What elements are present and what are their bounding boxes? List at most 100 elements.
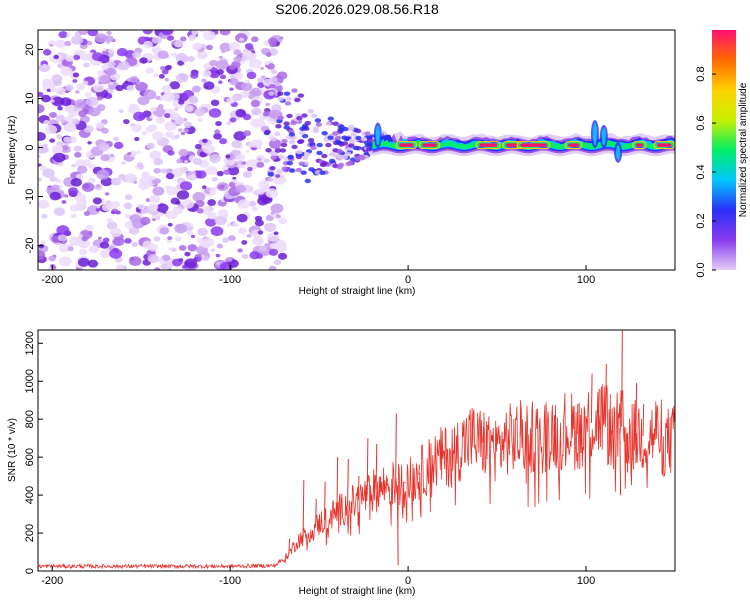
noise-cell (106, 221, 118, 230)
signal-bump-core (375, 125, 380, 146)
noise-cell (181, 265, 187, 269)
noise-cell (118, 61, 130, 71)
noise-cell (107, 61, 116, 68)
noise-cell (43, 143, 49, 148)
noise-cell (233, 131, 247, 141)
transition-cell (277, 115, 284, 121)
noise-cell (42, 168, 55, 178)
noise-cell (207, 199, 216, 206)
transition-cell (341, 141, 349, 146)
spectrogram-x-tick-label: -200 (41, 274, 63, 286)
signal-peak (479, 143, 498, 147)
noise-cell (81, 55, 89, 61)
transition-cell (301, 155, 309, 160)
noise-cell (121, 161, 126, 165)
noise-cell (233, 72, 244, 80)
noise-cell (69, 204, 80, 212)
noise-cell (183, 121, 192, 129)
noise-cell (247, 166, 253, 172)
noise-cell (106, 30, 112, 36)
noise-cell (268, 265, 277, 270)
noise-cell (165, 132, 172, 138)
noise-cell (102, 48, 107, 52)
transition-cell (300, 170, 307, 175)
noise-cell (242, 171, 253, 179)
snr-spike (576, 403, 579, 435)
noise-cell (257, 230, 264, 235)
transition-cell (301, 125, 309, 130)
transition-cell (296, 149, 303, 155)
noise-cell (49, 191, 61, 201)
noise-cell (95, 122, 105, 129)
noise-cell (38, 104, 45, 114)
noise-cell (157, 50, 169, 60)
noise-cell (102, 237, 110, 243)
transition-cell (273, 131, 281, 137)
noise-cell (38, 250, 46, 261)
noise-cell (268, 139, 282, 149)
snr-spike (366, 438, 369, 495)
noise-cell (88, 177, 96, 184)
noise-cell (229, 65, 236, 71)
noise-cell (251, 190, 256, 194)
noise-cell (57, 106, 63, 111)
noise-cell (153, 236, 161, 242)
transition-cell (327, 116, 334, 121)
snr-spike (642, 403, 645, 436)
noise-cell (176, 158, 183, 164)
transition-cell (267, 172, 275, 177)
spectrogram-x-axis-label: Height of straight line (km) (299, 286, 416, 297)
noise-cell (219, 74, 227, 80)
noise-cell (144, 175, 152, 181)
noise-cell (96, 95, 103, 101)
noise-cell (199, 30, 206, 33)
noise-cell (136, 150, 141, 155)
noise-cell (141, 131, 148, 136)
transition-cell (277, 96, 284, 102)
noise-cell (85, 96, 99, 107)
snr-y-tick-label: 800 (24, 410, 36, 428)
noise-cell (179, 154, 192, 164)
signal-peak-halo (395, 141, 418, 150)
noise-cell (245, 79, 251, 84)
noise-cell (195, 44, 202, 49)
noise-cell (72, 79, 78, 83)
noise-cell (226, 121, 232, 126)
spectrogram-x-ticks: -200 -100 0 100 (41, 265, 595, 286)
noise-cell (210, 99, 220, 107)
noise-cell (78, 110, 87, 118)
snr-spike (323, 481, 326, 521)
noise-cell (192, 157, 203, 166)
transition-cell (327, 135, 334, 140)
noise-cell (181, 199, 195, 209)
noise-cell (183, 128, 189, 133)
noise-cell (145, 126, 154, 133)
noise-cell (57, 63, 64, 69)
noise-cell (97, 69, 105, 76)
noise-cell (166, 35, 174, 41)
noise-cell (196, 208, 204, 214)
noise-cell (248, 58, 262, 69)
noise-cell (178, 167, 186, 173)
snr-y-tick-label: 0 (24, 568, 36, 574)
transition-cell (310, 113, 318, 119)
noise-cell (127, 152, 132, 156)
noise-cell (241, 51, 255, 61)
noise-cell (202, 30, 216, 41)
noise-cell (277, 252, 288, 260)
transition-cell (281, 138, 288, 144)
noise-cell (254, 219, 264, 227)
snr-panel: -200 -100 0 100 0 200 400 600 800 1000 1200 Heigh… (7, 329, 676, 597)
snr-x-tick-label: -100 (219, 575, 241, 587)
noise-cell (70, 213, 77, 219)
noise-cell (274, 147, 282, 153)
noise-cell (188, 37, 195, 42)
transition-cell (307, 108, 315, 114)
noise-cell (93, 83, 105, 93)
noise-cell (83, 62, 90, 68)
transition-cell (297, 93, 305, 98)
noise-cell (256, 161, 265, 168)
noise-cell (41, 213, 48, 219)
noise-cell (78, 30, 89, 36)
